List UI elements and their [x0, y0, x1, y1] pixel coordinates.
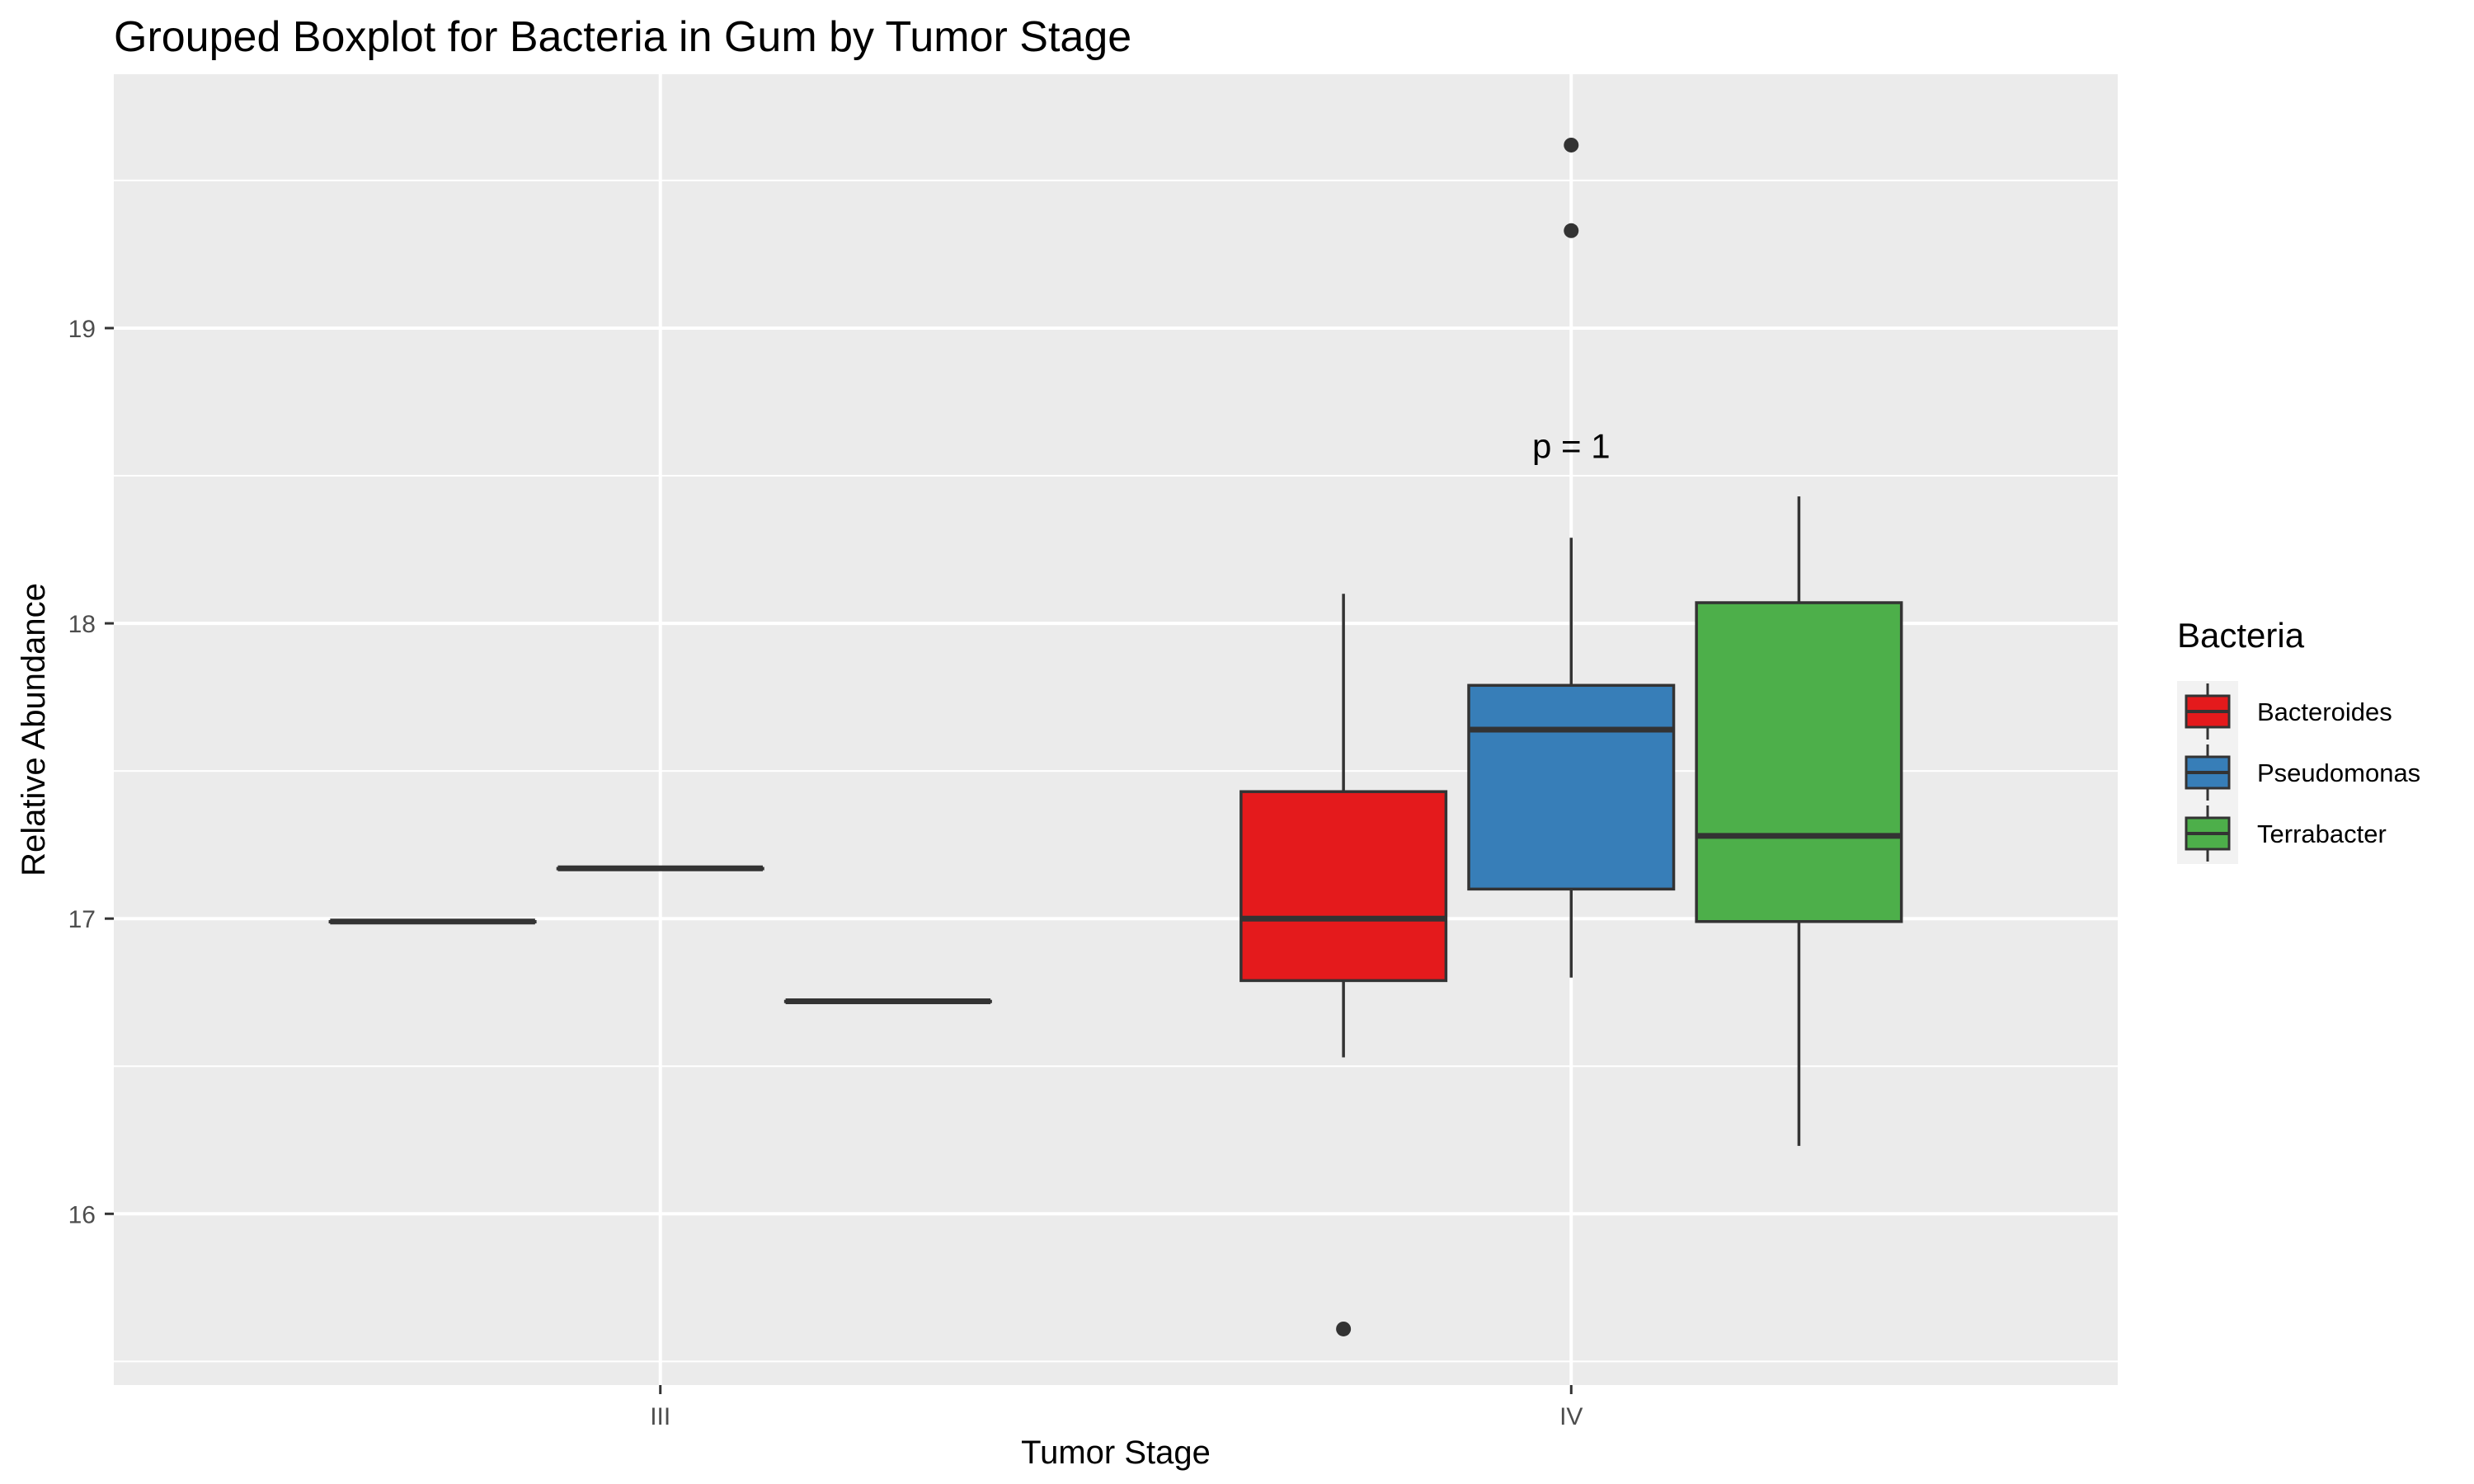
annotations: p = 1	[1532, 427, 1611, 466]
boxes-layer	[328, 137, 1903, 1336]
box-terrabacter-iv	[1695, 496, 1903, 1146]
y-axis-title: Relative Abundance	[16, 583, 52, 876]
x-tick-label: III	[650, 1403, 670, 1430]
box-pseudomonas-iv	[1467, 137, 1676, 978]
box-iqr	[1695, 601, 1903, 923]
legend-label: Bacteroides	[2257, 697, 2392, 726]
x-axis: III IV	[650, 1385, 1583, 1430]
legend-item-pseudomonas: Pseudomonas	[2177, 742, 2420, 803]
legend-label: Terrabacter	[2257, 819, 2387, 848]
box-pseudomonas-iii	[556, 865, 764, 871]
x-axis-title: Tumor Stage	[1021, 1435, 1211, 1471]
y-axis: 16 17 18 19	[68, 316, 114, 1228]
x-tick-label: IV	[1559, 1403, 1583, 1430]
y-tick-label: 17	[68, 906, 96, 933]
box-bacteroides-iii	[328, 918, 537, 925]
box-iqr	[1239, 790, 1448, 983]
legend-item-terrabacter: Terrabacter	[2177, 803, 2387, 864]
outlier-point	[1336, 1321, 1352, 1336]
legend-item-bacteroides: Bacteroides	[2177, 681, 2392, 742]
chart-title: Grouped Boxplot for Bacteria in Gum by T…	[114, 13, 1131, 61]
y-tick-label: 18	[68, 611, 96, 638]
outlier-point	[1564, 223, 1579, 238]
legend: Bacteria Bacteroides Pseudomonas Terrabact…	[2177, 616, 2420, 864]
legend-items: Bacteroides Pseudomonas Terrabacter	[2177, 681, 2420, 864]
y-tick-label: 19	[68, 316, 96, 343]
y-tick-label: 16	[68, 1201, 96, 1228]
outlier-point	[1564, 137, 1579, 153]
box-terrabacter-iii	[783, 998, 992, 1004]
legend-label: Pseudomonas	[2257, 758, 2420, 787]
box-iqr	[1467, 683, 1676, 891]
legend-title: Bacteria	[2177, 616, 2305, 655]
p-value-annotation: p = 1	[1532, 427, 1611, 466]
box-bacteroides-iv	[1239, 594, 1448, 1336]
